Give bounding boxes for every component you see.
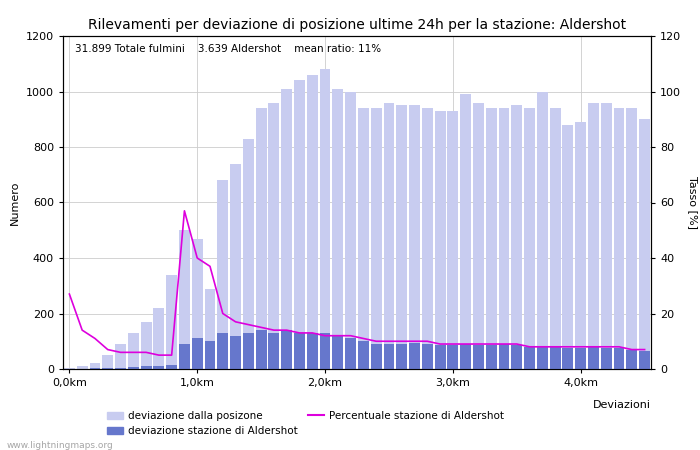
Bar — [614, 348, 624, 369]
Bar — [358, 108, 369, 369]
Bar — [204, 341, 216, 369]
Bar — [524, 347, 535, 369]
Bar — [371, 344, 382, 369]
Bar — [192, 338, 203, 369]
Bar — [307, 333, 318, 369]
Bar — [230, 336, 241, 369]
Bar — [537, 347, 548, 369]
Bar — [511, 346, 522, 369]
Bar — [102, 368, 113, 369]
Bar — [396, 105, 407, 369]
Bar — [422, 108, 433, 369]
Y-axis label: Numero: Numero — [10, 180, 20, 225]
Bar — [588, 103, 599, 369]
Bar — [179, 344, 190, 369]
Bar — [320, 69, 330, 369]
Bar — [537, 91, 548, 369]
Bar — [128, 333, 139, 369]
Bar — [626, 108, 637, 369]
Bar — [524, 108, 535, 369]
Bar — [358, 341, 369, 369]
Bar — [498, 108, 510, 369]
Bar — [153, 366, 164, 369]
Bar — [102, 355, 113, 369]
Bar — [409, 105, 420, 369]
Bar — [639, 119, 650, 369]
Bar — [447, 111, 458, 369]
Bar — [614, 108, 624, 369]
Bar — [550, 347, 561, 369]
Bar — [256, 330, 267, 369]
Bar — [192, 238, 203, 369]
Bar — [281, 89, 292, 369]
Bar — [345, 338, 356, 369]
Bar — [486, 108, 497, 369]
Bar — [563, 125, 573, 369]
Bar — [473, 346, 484, 369]
Bar — [345, 91, 356, 369]
Bar — [575, 348, 586, 369]
Bar — [281, 330, 292, 369]
Bar — [447, 346, 458, 369]
Bar — [230, 164, 241, 369]
Bar — [396, 344, 407, 369]
Bar — [626, 350, 637, 369]
Bar — [639, 351, 650, 369]
Bar — [460, 94, 471, 369]
Bar — [243, 139, 254, 369]
Bar — [601, 103, 612, 369]
Legend: deviazione dalla posizone, deviazione stazione di Aldershot, Percentuale stazion: deviazione dalla posizone, deviazione st… — [103, 407, 508, 440]
Bar — [332, 89, 343, 369]
Text: 31.899 Totale fulmini    3.639 Aldershot    mean ratio: 11%: 31.899 Totale fulmini 3.639 Aldershot me… — [75, 44, 381, 54]
Bar — [141, 366, 151, 369]
Bar — [204, 288, 216, 369]
Bar — [217, 180, 228, 369]
Bar — [588, 347, 599, 369]
Bar — [141, 322, 151, 369]
Bar — [435, 346, 445, 369]
Bar — [77, 366, 88, 369]
Bar — [294, 81, 305, 369]
Bar — [473, 103, 484, 369]
Bar — [332, 336, 343, 369]
Bar — [550, 108, 561, 369]
Text: www.lightningmaps.org: www.lightningmaps.org — [7, 441, 113, 450]
Bar — [269, 333, 279, 369]
Bar — [153, 308, 164, 369]
Bar — [115, 368, 126, 369]
Bar — [64, 368, 75, 369]
Bar — [460, 344, 471, 369]
Bar — [256, 108, 267, 369]
Bar — [409, 342, 420, 369]
Bar — [307, 75, 318, 369]
Bar — [422, 344, 433, 369]
Bar — [320, 333, 330, 369]
Bar — [115, 344, 126, 369]
Bar — [243, 333, 254, 369]
Bar — [90, 364, 100, 369]
Bar — [384, 103, 394, 369]
Bar — [166, 365, 177, 369]
Bar — [601, 348, 612, 369]
Bar — [563, 348, 573, 369]
Bar — [294, 333, 305, 369]
Bar — [498, 344, 510, 369]
Bar — [217, 333, 228, 369]
Bar — [384, 344, 394, 369]
Bar — [575, 122, 586, 369]
Text: Deviazioni: Deviazioni — [593, 400, 651, 410]
Bar — [371, 108, 382, 369]
Title: Rilevamenti per deviazione di posizione ultime 24h per la stazione: Aldershot: Rilevamenti per deviazione di posizione … — [88, 18, 626, 32]
Bar — [435, 111, 445, 369]
Bar — [486, 346, 497, 369]
Bar — [179, 230, 190, 369]
Y-axis label: Tasso [%]: Tasso [%] — [688, 176, 698, 229]
Bar — [511, 105, 522, 369]
Bar — [269, 103, 279, 369]
Bar — [166, 274, 177, 369]
Bar — [128, 367, 139, 369]
